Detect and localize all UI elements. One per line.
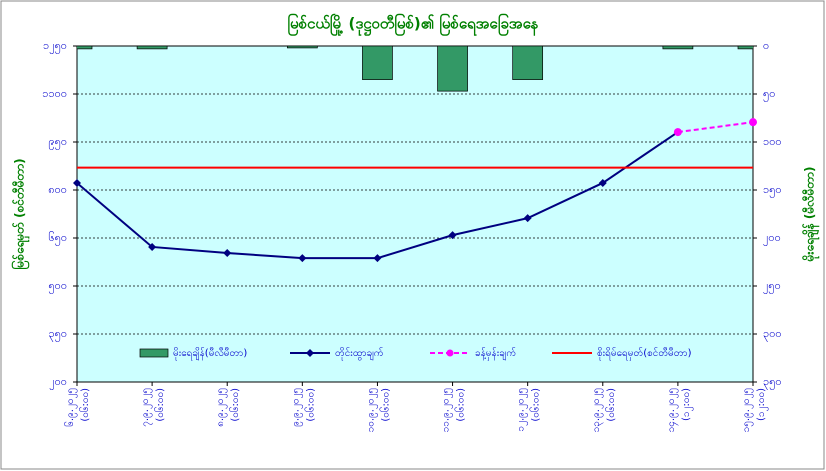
- legend-marker: [306, 349, 314, 357]
- x-tick-label: ၉.၉.၂၀၂၅: [290, 388, 303, 427]
- bar: [737, 46, 753, 50]
- y-tick-label: ၁၂၅၀: [43, 39, 67, 54]
- bar: [136, 46, 168, 50]
- y-axis-label: မြစ်ရေမှတ် (စင်တီမီတာ): [10, 158, 31, 269]
- y2-axis-label: မိုးရေချိန် (မီလီမီတာ): [801, 167, 821, 263]
- y2-tick-label: ၁၅၀: [763, 183, 782, 198]
- y2-tick-label: ၃၀၀: [763, 327, 782, 342]
- marker: [448, 231, 457, 240]
- bar: [662, 46, 694, 50]
- x-tick-label: ၁၂.၉.၂၀၂၅: [516, 388, 529, 432]
- x-tick-label: (၀၆:၀၀): [604, 388, 617, 422]
- bar: [437, 46, 468, 92]
- legend-marker: [446, 349, 454, 357]
- legend-swatch: [139, 348, 169, 358]
- legend-label: မိုးရေချိန်(မီလီမီတာ): [173, 346, 247, 361]
- x-tick-label: ၁၃.၉.၂၀၂၅: [591, 388, 604, 432]
- y-tick-label: ၈၀၀: [48, 183, 67, 196]
- y2-tick-label: ၅၀: [763, 87, 775, 102]
- plot-area: [76, 45, 754, 383]
- marker: [148, 242, 157, 251]
- y-tick-label: ၅၀၀: [48, 279, 67, 294]
- x-tick-label: ၆.၉.၂၀၂၅: [63, 388, 78, 427]
- y2-tick-label: ၁၀၀: [763, 135, 782, 148]
- marker: [749, 118, 757, 127]
- y2-tick-label: ၃၅၀: [763, 375, 782, 390]
- x-tick-label: ၈.၉.၂၀၂၅: [215, 388, 228, 427]
- x-tick-label: (၀၆:၀၀): [153, 388, 166, 422]
- y2-tick-label: ၂၀၀: [763, 231, 781, 246]
- x-tick-label: (၀၆:၀၀): [228, 388, 241, 422]
- marker: [673, 128, 682, 137]
- marker: [73, 178, 81, 187]
- bar: [512, 46, 544, 80]
- y2-tick-label: ၀: [763, 39, 769, 52]
- x-tick-label: (၀၆:၀၀): [303, 388, 316, 422]
- bar: [362, 46, 393, 80]
- y-tick-label: ၂၀၀: [49, 375, 67, 390]
- bar: [77, 46, 93, 50]
- x-tick-label: ၁၁.၉.၂၀၂၅: [441, 388, 454, 432]
- bar: [286, 46, 318, 49]
- marker: [373, 254, 382, 263]
- marker: [298, 254, 307, 263]
- line: [677, 121, 753, 134]
- legend-label: ခန့်မှန်းချက်: [475, 346, 516, 361]
- marker: [598, 178, 607, 187]
- marker: [523, 214, 532, 223]
- y-tick-label: ၉၅၀: [48, 135, 67, 150]
- marker: [223, 249, 232, 258]
- x-tick-label: ၁၅.၉.၂၀၂၅: [741, 388, 754, 432]
- y-tick-label: ၃၅၀: [48, 327, 67, 342]
- x-tick-label: (၁၂:၀၀): [681, 388, 694, 421]
- x-tick-label: ၁၀.၉.၂၀၂၅: [365, 388, 378, 432]
- legend-label: တိုင်းထွာချက်: [335, 346, 384, 361]
- x-tick-label: (၀၆:၀၀): [378, 388, 391, 422]
- y-tick-label: ၆၅၀: [48, 231, 67, 246]
- x-tick-label: (၀၆:၀၀): [78, 388, 91, 422]
- y2-tick-label: ၂၅၀: [763, 279, 781, 294]
- legend-label: စိုးရိမ်ရေမှတ်(စင်တီမီတာ): [597, 346, 692, 361]
- x-tick-label: ၁၄.၉.၂၀၂၅: [666, 388, 679, 432]
- x-tick-label: (၁၂:၀၀): [756, 388, 769, 421]
- x-tick-label: (၀၆:၀၀): [529, 388, 542, 422]
- x-tick-label: ၇.၉.၂၀၂၅: [140, 388, 153, 427]
- x-tick-label: (၀၆:၀၀): [454, 388, 467, 422]
- y-tick-label: ၁၁၀၀: [42, 87, 67, 100]
